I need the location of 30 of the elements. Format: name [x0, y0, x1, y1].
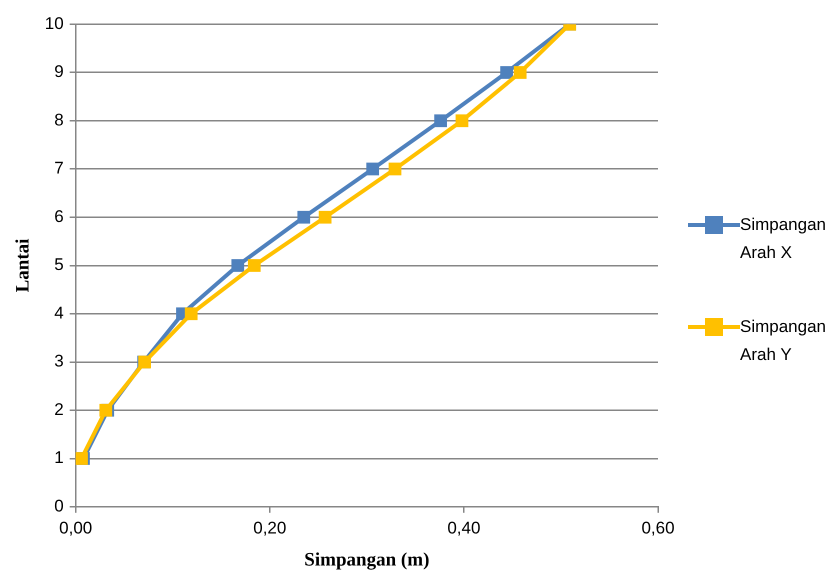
point	[434, 114, 447, 128]
y-tick-label: 8	[54, 110, 64, 130]
point	[388, 162, 402, 176]
legend-label: Simpangan Arah X	[740, 214, 826, 264]
x-tick-label: 0,40	[447, 518, 480, 538]
point	[184, 307, 198, 320]
y-tick-label: 2	[54, 400, 64, 419]
x-tick-label: 0,20	[253, 518, 286, 538]
point	[297, 210, 310, 224]
y-tick-label: 7	[54, 158, 64, 178]
x-tick-label: 0,00	[59, 518, 92, 538]
y-tick-label: 10	[44, 14, 64, 33]
y-tick-label: 3	[54, 352, 64, 371]
y-axis-title: Lantai	[12, 238, 34, 292]
x-tick-label: 0,60	[641, 518, 675, 538]
point	[318, 210, 332, 224]
legend-label: Simpangan Arah Y	[740, 316, 826, 366]
y-tick-label: 5	[54, 255, 64, 274]
y-tick-label: 6	[54, 206, 64, 226]
point	[248, 259, 261, 272]
y-tick-label: 9	[54, 62, 64, 82]
y-tick-label: 4	[54, 303, 64, 322]
point	[456, 114, 468, 128]
point	[231, 259, 244, 272]
point	[500, 66, 513, 79]
point	[514, 66, 527, 79]
y-tick-label: 1	[54, 448, 64, 468]
x-axis-title: Simpangan (m)	[304, 550, 430, 571]
y-tick-label: 0	[54, 496, 64, 516]
point	[366, 162, 380, 176]
